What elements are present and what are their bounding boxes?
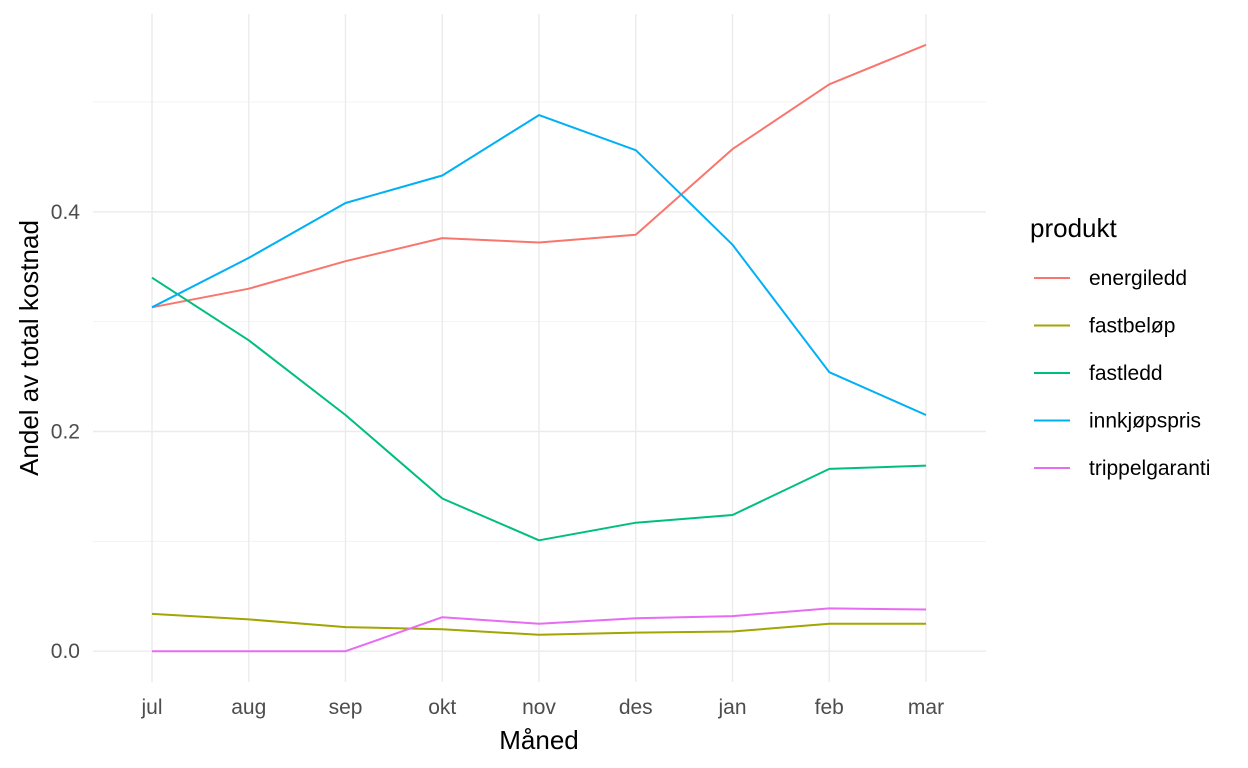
x-tick-label: okt [428, 696, 456, 719]
y-axis: 0.0 0.2 0.4 [51, 201, 81, 663]
legend-label: fastbeløp [1089, 315, 1175, 338]
series-line-fastledd [151, 276, 927, 542]
x-tick-label: des [619, 696, 653, 719]
legend-label: innkjøpspris [1089, 410, 1201, 433]
x-tick-label: aug [231, 696, 266, 719]
x-tick-label: sep [329, 696, 363, 719]
y-tick-label: 0.4 [51, 201, 81, 224]
legend: produkt energiledd fastbeløp fastledd innkj… [1030, 213, 1210, 480]
series-line-innkjøpspris [151, 114, 927, 416]
series-line-fastbeløp [151, 612, 926, 636]
x-axis: jul aug sep okt nov des jan feb mar [140, 696, 944, 719]
grid-lines [93, 14, 986, 682]
series-lines [151, 43, 927, 653]
x-axis-title: Måned [499, 725, 579, 755]
y-tick-label: 0.2 [51, 421, 80, 444]
legend-title: produkt [1030, 213, 1117, 243]
legend-label: fastledd [1089, 362, 1163, 385]
x-tick-label: jul [140, 696, 162, 719]
x-tick-label: nov [522, 696, 556, 719]
y-axis-title: Andel av total kostnad [14, 220, 44, 476]
y-tick-label: 0.0 [51, 640, 80, 663]
series-line-energiledd [151, 43, 927, 309]
legend-label: trippelgaranti [1089, 457, 1210, 480]
x-tick-label: feb [815, 696, 844, 719]
series-line-trippelgaranti [152, 607, 927, 653]
x-tick-label: jan [717, 696, 746, 719]
x-tick-label: mar [908, 696, 944, 719]
legend-label: energiledd [1089, 267, 1187, 290]
